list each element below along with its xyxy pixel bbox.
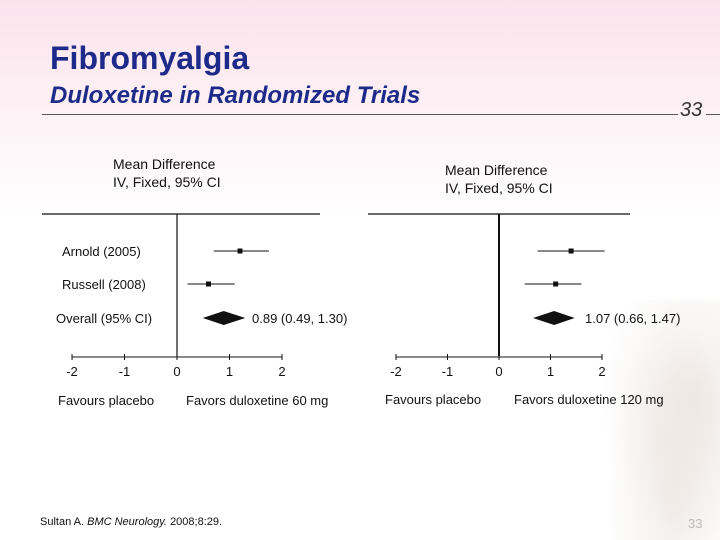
plot-header-line1: Mean Difference bbox=[445, 162, 548, 178]
axis-tick-label: -1 bbox=[442, 364, 454, 379]
overall-diamond bbox=[202, 311, 246, 325]
slide-subtitle: Duloxetine in Randomized Trials bbox=[50, 82, 421, 109]
plot-header-line1: Mean Difference bbox=[113, 156, 216, 172]
slide-number: 33 bbox=[680, 99, 703, 121]
overall-ci-text: 0.89 (0.49, 1.30) bbox=[252, 311, 347, 326]
study-point bbox=[568, 248, 574, 254]
study-point bbox=[237, 248, 243, 254]
citation-details: 2008;8:29. bbox=[170, 516, 223, 528]
axis-tick-label: 0 bbox=[495, 364, 502, 379]
favours-left-label: Favours placebo bbox=[385, 392, 481, 407]
decorative-photo-collage bbox=[600, 300, 720, 540]
overall-ci-text: 1.07 (0.66, 1.47) bbox=[585, 311, 680, 326]
axis-tick-label: 1 bbox=[226, 364, 233, 379]
axis-tick-label: 2 bbox=[278, 364, 285, 379]
study-point bbox=[553, 281, 559, 287]
axis-tick-label: 1 bbox=[547, 364, 554, 379]
favours-right-label: Favors duloxetine 120 mg bbox=[514, 392, 664, 407]
title-divider-end bbox=[706, 114, 720, 115]
axis-tick-label: -2 bbox=[66, 364, 78, 379]
favours-left-label: Favours placebo bbox=[58, 393, 154, 408]
citation-journal: BMC Neurology. bbox=[87, 516, 167, 528]
title-divider bbox=[42, 114, 678, 115]
citation-author: Sultan A. bbox=[40, 516, 85, 528]
study-label: Arnold (2005) bbox=[62, 244, 141, 259]
study-point bbox=[206, 281, 211, 287]
slide-title: Fibromyalgia bbox=[50, 40, 250, 76]
favours-right-label: Favors duloxetine 60 mg bbox=[186, 393, 328, 408]
axis-tick-label: -1 bbox=[119, 364, 131, 379]
overall-diamond bbox=[532, 311, 575, 325]
citation: Sultan A. BMC Neurology. 2008;8:29. bbox=[40, 516, 222, 528]
forest-plot-120mg: Mean Difference IV, Fixed, 95% CI 1.07 (0.… bbox=[368, 162, 680, 407]
overall-label: Overall (95% CI) bbox=[56, 311, 152, 326]
axis-tick-label: 0 bbox=[173, 364, 180, 379]
axis-tick-label: -2 bbox=[390, 364, 402, 379]
forest-plot-60mg: Mean Difference IV, Fixed, 95% CI Arnold (… bbox=[42, 156, 347, 408]
study-label: Russell (2008) bbox=[62, 277, 146, 292]
slide-number-footer: 33 bbox=[688, 516, 703, 531]
plot-header-line2: IV, Fixed, 95% CI bbox=[445, 180, 553, 196]
axis-tick-label: 2 bbox=[598, 364, 605, 379]
plot-header-line2: IV, Fixed, 95% CI bbox=[113, 174, 221, 190]
